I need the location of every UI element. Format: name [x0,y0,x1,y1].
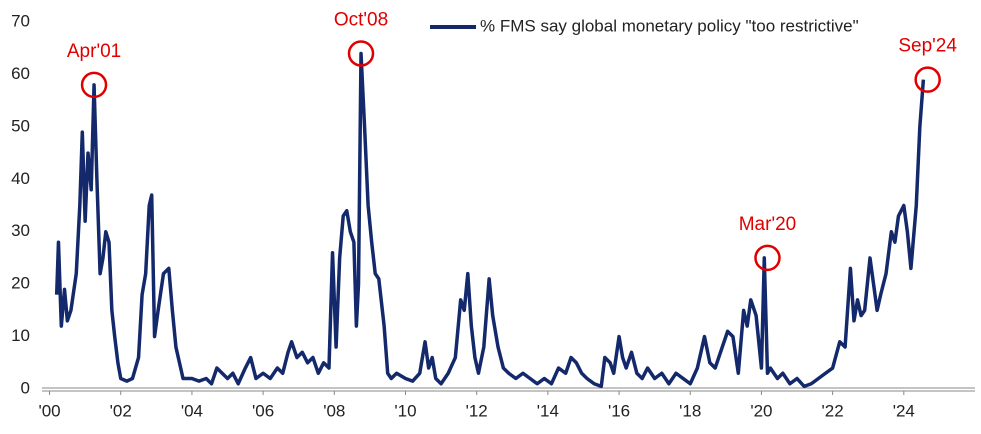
x-tick-label: '06 [252,401,274,420]
annotation-circle [347,40,375,67]
x-tick-label: '00 [38,401,60,420]
x-tick-label: '14 [537,401,559,420]
x-tick-label: '16 [608,401,630,420]
x-tick-label: '08 [323,401,345,420]
x-tick-label: '18 [679,401,701,420]
y-tick-label: 30 [11,221,30,240]
annotation-circle [754,244,781,272]
annotation-circle [914,66,941,93]
x-tick-label: '04 [181,401,203,420]
x-tick-label: '20 [750,401,772,420]
series-line [54,51,926,389]
y-tick-label: 70 [11,11,30,30]
x-tick-label: '12 [466,401,488,420]
annotation-label: Apr'01 [67,41,121,62]
y-tick-label: 20 [11,274,30,293]
x-tick-label: '24 [893,401,915,420]
y-tick-label: 60 [11,64,30,83]
annotation-circle [80,71,108,99]
legend-label: % FMS say global monetary policy "too re… [480,16,859,35]
annotation-label: Oct'08 [334,9,388,30]
x-tick-label: '10 [394,401,416,420]
y-tick-label: 0 [21,378,30,397]
x-tick-label: '22 [822,401,844,420]
x-tick-label: '02 [110,401,132,420]
y-tick-label: 40 [11,169,30,188]
y-tick-label: 10 [11,326,30,345]
annotation-label: Mar'20 [739,214,796,235]
y-tick-label: 50 [11,116,30,135]
annotation-label: Sep'24 [898,36,957,57]
